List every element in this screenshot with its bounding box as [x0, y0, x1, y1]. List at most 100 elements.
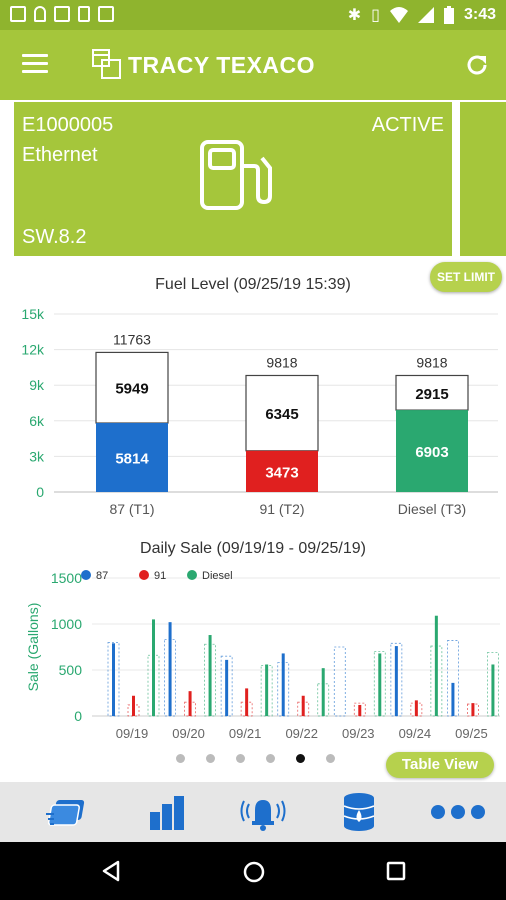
legend-marker — [187, 570, 197, 580]
daily-sale-title: Daily Sale (09/19/19 - 09/25/19) — [140, 540, 366, 557]
sale-bar — [491, 664, 495, 716]
pager-dot[interactable] — [266, 754, 275, 763]
table-view-button[interactable]: Table View — [386, 752, 494, 778]
bottom-nav — [0, 782, 506, 842]
wifi-icon — [389, 7, 408, 23]
sale-bar — [358, 704, 362, 716]
sale-bar — [208, 635, 212, 716]
x-tick-label: 09/19 — [116, 726, 149, 741]
sale-bar — [112, 643, 115, 716]
fuel-bar — [96, 423, 168, 492]
category-label: 91 (T2) — [259, 501, 304, 517]
x-tick-label: 09/25 — [455, 726, 488, 741]
y-tick-label: 12k — [21, 342, 45, 358]
ullage-bar — [95, 351, 169, 424]
sale-bar — [245, 688, 249, 716]
home-icon[interactable] — [242, 860, 266, 884]
y-tick-label: 9k — [29, 377, 45, 393]
y-tick-label: 1000 — [51, 616, 82, 632]
pager-dot[interactable] — [176, 754, 185, 763]
ullage-value-label: 5949 — [115, 381, 148, 398]
recents-icon[interactable] — [386, 861, 406, 881]
app-bar: TRACY TEXACO — [0, 30, 506, 100]
app-title: TRACY TEXACO — [128, 52, 316, 78]
chart-pager: Table View — [0, 748, 506, 782]
gmail-icon — [54, 6, 70, 22]
sale-bar — [394, 646, 398, 716]
set-limit-button[interactable]: SET LIMIT — [430, 262, 502, 292]
ullage-bar — [245, 374, 319, 452]
software-version: SW.8.2 — [22, 226, 87, 248]
target-bar — [107, 642, 120, 717]
sale-bar — [152, 619, 155, 716]
capacity-label: 9818 — [266, 354, 297, 370]
sale-bar — [471, 703, 475, 716]
target-bar — [487, 652, 499, 717]
target-bar — [447, 640, 459, 717]
store-switch-icon[interactable] — [92, 48, 124, 80]
x-tick-label: 09/21 — [229, 726, 262, 741]
legend-label: 91 — [154, 570, 166, 582]
signal-icon — [417, 7, 434, 23]
y-tick-label: 6k — [29, 413, 45, 429]
y-axis-label: Sale (Gallons) — [25, 603, 41, 692]
payment-card-icon[interactable] — [44, 792, 90, 832]
fuel-bar — [246, 450, 318, 492]
category-label: 87 (T1) — [109, 501, 154, 517]
status-bar: ✱ ▯ 3:43 — [0, 0, 506, 30]
y-tick-label: 0 — [74, 708, 82, 724]
connection-type: Ethernet — [22, 144, 98, 166]
x-tick-label: 09/20 — [172, 726, 205, 741]
bar-chart-icon[interactable] — [144, 792, 190, 832]
site-id: E1000005 — [22, 114, 114, 136]
sale-bar — [434, 615, 438, 716]
sale-bar — [188, 691, 192, 716]
legend-label: 87 — [96, 570, 108, 582]
legend-label: Diesel — [202, 570, 233, 582]
more-dots-icon[interactable] — [428, 792, 488, 832]
daily-sale-chart: Daily Sale (09/19/19 - 09/25/19) 0 500 100… — [0, 536, 506, 748]
site-status: ACTIVE — [371, 114, 444, 136]
pager-dot[interactable] — [296, 754, 305, 763]
back-icon[interactable] — [100, 860, 122, 882]
menu-icon[interactable] — [22, 54, 48, 74]
vibrate-icon: ▯ — [371, 7, 380, 24]
y-tick-label: 500 — [59, 662, 83, 678]
category-label: Diesel (T3) — [398, 501, 466, 517]
legend-marker — [81, 570, 91, 580]
next-site-card[interactable] — [460, 102, 506, 256]
pager-dot[interactable] — [236, 754, 245, 763]
ullage-value-label: 2915 — [415, 386, 448, 403]
fuel-level-title: Fuel Level (09/25/19 15:39) — [155, 276, 351, 293]
sale-bar — [132, 695, 135, 716]
battery-icon — [443, 6, 454, 24]
pager-dot[interactable] — [326, 754, 335, 763]
bluetooth-icon: ✱ — [347, 7, 362, 24]
sale-bar — [281, 653, 285, 716]
sale-bar — [265, 664, 269, 716]
fuel-value-label: 5814 — [115, 451, 149, 468]
target-bar — [333, 646, 346, 717]
pager-dot[interactable] — [206, 754, 215, 763]
sale-bar — [378, 653, 382, 716]
site-card[interactable]: E1000005 Ethernet SW.8.2 ACTIVE — [14, 102, 452, 256]
sale-bar — [225, 659, 229, 716]
fuel-tank-icon[interactable] — [338, 792, 384, 832]
gmail-icon — [10, 6, 26, 22]
fuel-bar — [396, 410, 468, 492]
refresh-icon[interactable] — [464, 52, 490, 78]
sale-bar — [414, 700, 418, 716]
fuel-pump-icon — [200, 140, 272, 210]
y-tick-label: 0 — [36, 484, 44, 500]
alarm-bell-icon[interactable] — [240, 792, 286, 832]
y-tick-label: 3k — [29, 448, 45, 464]
sale-bar — [301, 695, 305, 716]
legend-marker — [139, 570, 149, 580]
capacity-label: 11763 — [113, 331, 151, 347]
site-card-carousel: E1000005 Ethernet SW.8.2 ACTIVE — [0, 100, 506, 258]
sale-bar — [168, 622, 172, 716]
fuel-value-label: 3473 — [265, 464, 298, 481]
sale-bar — [451, 682, 455, 716]
ullage-value-label: 6345 — [265, 406, 298, 423]
status-time: 3:43 — [463, 6, 496, 23]
